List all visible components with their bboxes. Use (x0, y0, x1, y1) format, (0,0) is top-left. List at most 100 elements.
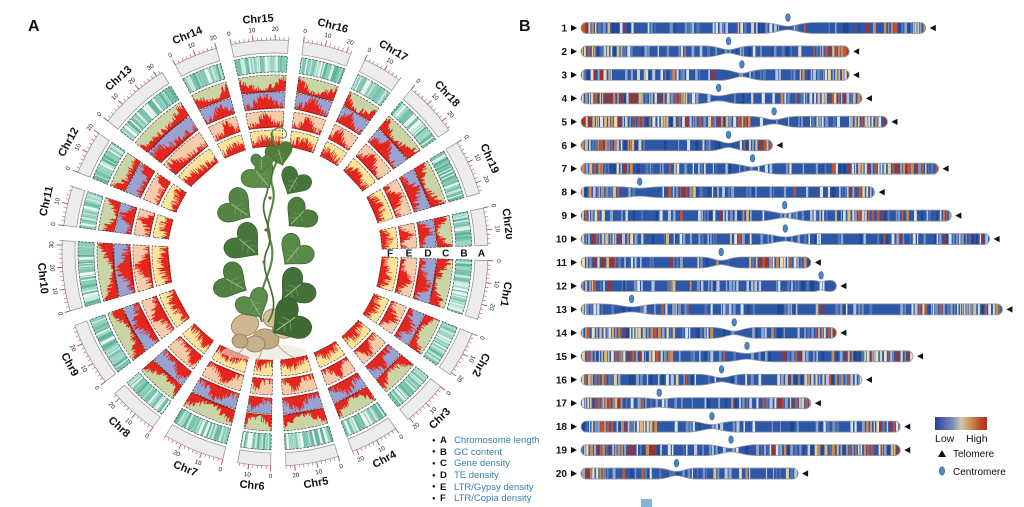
track-te-density (123, 301, 160, 351)
legend-a-item-C: ● C Gene density (432, 458, 540, 470)
chromosome-number-label: 9 (561, 211, 567, 222)
svg-text:10: 10 (79, 364, 89, 374)
track-ltr-copia-density (376, 256, 399, 292)
svg-text:0: 0 (366, 47, 373, 55)
telomere-marker-start (571, 188, 577, 196)
svg-text:10: 10 (492, 280, 500, 288)
track-ltr-copia-density (160, 183, 187, 213)
legend-a-item-F: ● F LTR/Copia density (432, 493, 540, 505)
chromosome-bar (581, 421, 901, 433)
heatmap-colorbar (935, 417, 987, 430)
colorbar-high-label: High (966, 433, 988, 445)
axis-track (445, 142, 480, 198)
track-ltr-copia-density (253, 358, 274, 377)
track-gc-content (451, 211, 473, 247)
telomere-marker-start (571, 165, 577, 172)
track-te-density (241, 91, 286, 112)
svg-text:20: 20 (272, 26, 279, 33)
track-ltr-copia-density (217, 134, 246, 159)
chromosome-number-label: 3 (561, 70, 567, 81)
svg-text:10: 10 (315, 468, 324, 476)
telomere-marker-end (891, 118, 898, 125)
track-gene-density (183, 391, 236, 426)
chromosome-number-label: 2 (561, 47, 567, 58)
track-te-density (153, 348, 193, 386)
chromosome-name-label: Chr16 (316, 16, 349, 35)
track-ltr-gypsy-density (382, 179, 412, 218)
svg-text:20: 20 (127, 76, 137, 86)
axis-track (358, 59, 400, 92)
telomere-marker-end (814, 400, 821, 407)
track-ltr-gypsy-density (132, 244, 155, 292)
track-ltr-gypsy-density (201, 360, 245, 391)
track-ltr-copia-density (366, 188, 394, 224)
telomere-marker-start (571, 118, 577, 125)
svg-text:10: 10 (467, 354, 477, 364)
track-gene-density (283, 407, 329, 432)
circos-chromosome-Chr1: 0 10 20 Chr1 (376, 256, 512, 320)
telomere-legend-icon (938, 450, 946, 457)
centromere-legend-label: Centromere (953, 467, 1006, 478)
chromosome-number-label: 12 (556, 281, 568, 292)
svg-text:10: 10 (187, 41, 197, 50)
chromosome-bar (581, 444, 901, 456)
chromosome-bar (581, 280, 837, 292)
axis-ticks: 0 10 (483, 203, 501, 244)
svg-text:0: 0 (339, 463, 345, 471)
track-gc-content (340, 401, 387, 437)
circos-chromosome-Chr16: 0 10 20 Chr16 (289, 16, 355, 154)
svg-text:10: 10 (74, 142, 84, 152)
plant-leaf (272, 297, 312, 339)
track-te-density (393, 307, 425, 346)
chromosome-row-20: 20 (556, 459, 809, 480)
legend-a-letter: E (440, 481, 447, 493)
chromosome-number-label: 1 (561, 24, 567, 35)
chromosome-number-label: 8 (561, 188, 567, 199)
track-ltr-copia-density (280, 354, 312, 377)
legend-a-item-E: ● E LTR/Gypsy density (432, 481, 540, 493)
svg-text:0: 0 (445, 389, 453, 397)
chromosome-number-label: 18 (556, 422, 568, 433)
chromosome-row-19: 19 (556, 435, 911, 457)
axis-ticks: 0 10 20 30 (48, 240, 71, 317)
track-gene-density (342, 91, 380, 122)
panel-a-label: A (28, 18, 40, 35)
chromosome-bar (581, 233, 990, 245)
svg-text:20: 20 (346, 38, 355, 47)
axis-track (301, 41, 352, 67)
track-ltr-gypsy-density (281, 372, 318, 396)
svg-text:30: 30 (48, 241, 55, 249)
track-ltr-gypsy-density (208, 116, 241, 143)
chromosome-name-label: Chr12 (56, 126, 81, 159)
telomere-legend-label: Telomere (953, 449, 995, 460)
legend-a-label: LTR/Copia density (454, 493, 532, 505)
track-te-density (148, 116, 199, 164)
chromosome-number-label: 19 (556, 446, 568, 457)
axis-track (347, 417, 397, 452)
track-gene-density (98, 197, 122, 233)
track-ltr-copia-density (341, 319, 372, 350)
chromosome-row-7: 7 (561, 154, 949, 175)
axis-track (165, 424, 227, 460)
telomere-marker-start (571, 259, 577, 266)
chromosome-row-18: 18 (556, 412, 911, 433)
circos-chromosome-Chr10: 0 10 20 30 Chr10 (35, 240, 173, 317)
track-gc-content (79, 191, 104, 230)
telomere-marker-end (814, 259, 821, 266)
track-ltr-copia-density (249, 129, 284, 149)
track-gc-content (390, 101, 437, 149)
track-te-density (327, 372, 367, 404)
telomere-marker-end (993, 235, 1000, 243)
telomere-marker-end (802, 470, 809, 477)
chromosome-row-15: 15 (556, 341, 924, 363)
axis-track (61, 240, 83, 312)
